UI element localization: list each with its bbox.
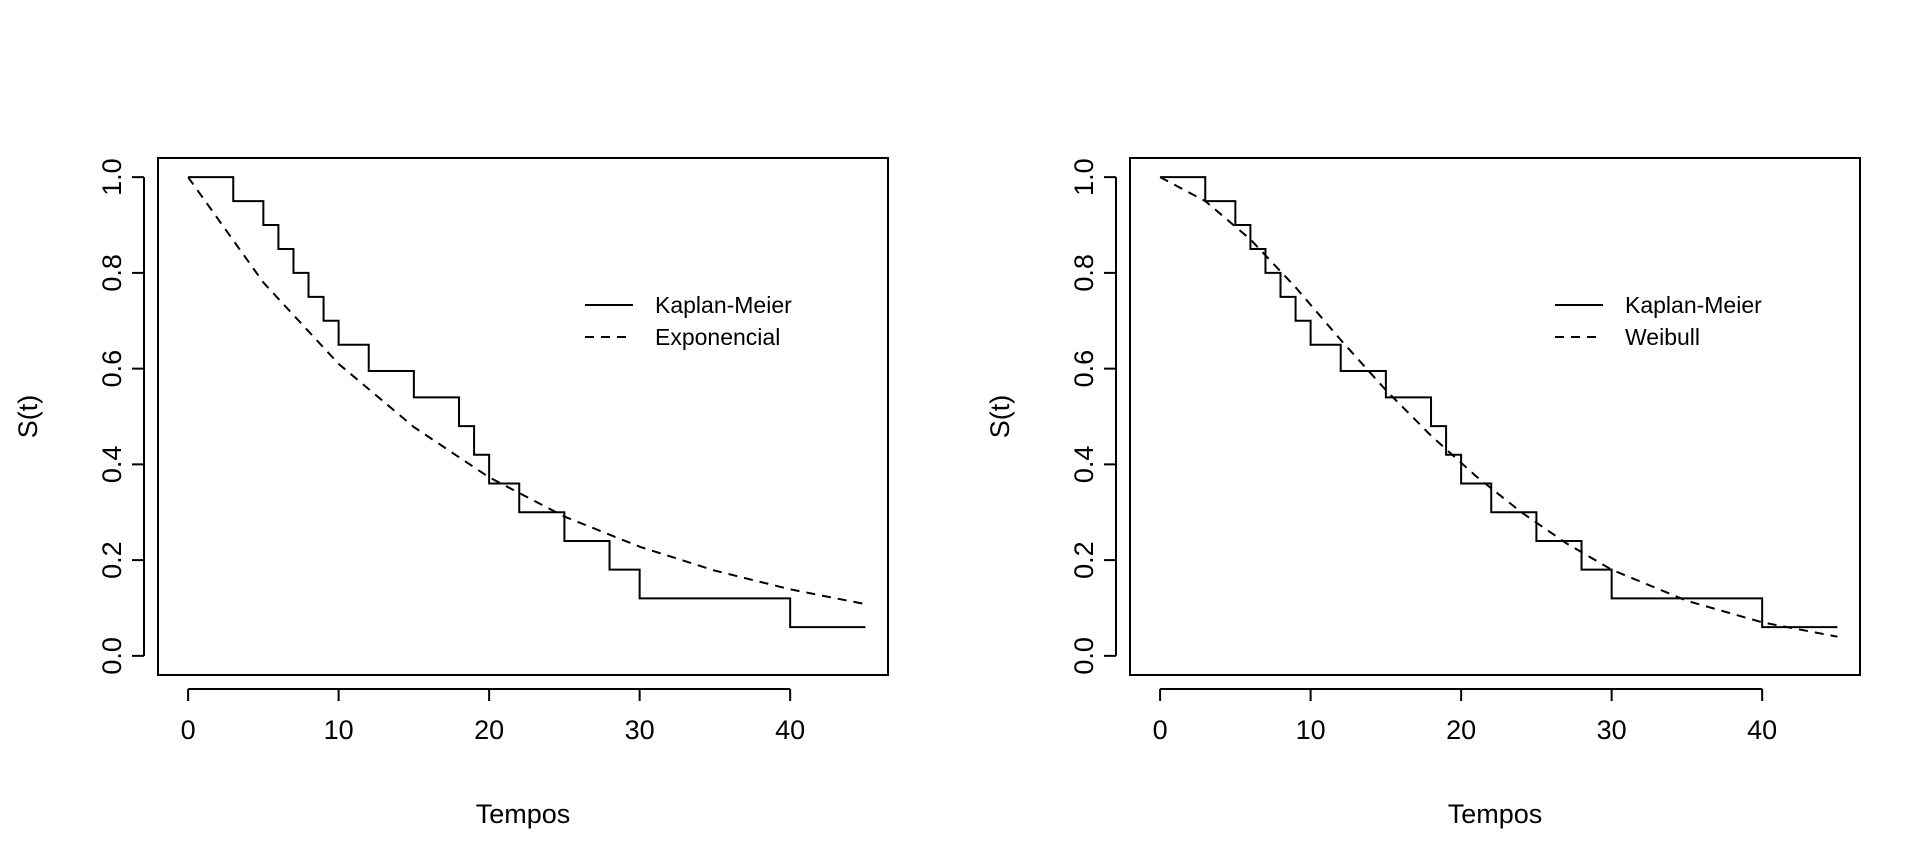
- x-tick-label: 40: [1747, 715, 1777, 745]
- x-tick-label: 0: [181, 715, 196, 745]
- y-tick-label: 1.0: [1069, 158, 1099, 196]
- y-tick-label: 0.6: [1069, 350, 1099, 388]
- y-tick-label: 1.0: [97, 158, 127, 196]
- y-tick-label: 0.4: [1069, 446, 1099, 484]
- x-tick-label: 0: [1153, 715, 1168, 745]
- x-axis-title: Tempos: [476, 799, 571, 829]
- y-tick-label: 0.2: [97, 541, 127, 579]
- y-tick-label: 0.8: [97, 254, 127, 292]
- y-axis-title: S(t): [985, 395, 1015, 439]
- legend-label: Exponencial: [655, 324, 780, 350]
- x-tick-label: 20: [1446, 715, 1476, 745]
- y-tick-label: 0.8: [1069, 254, 1099, 292]
- y-tick-label: 0.2: [1069, 541, 1099, 579]
- y-tick-label: 0.0: [97, 637, 127, 675]
- series-line-exponencial: [187, 176, 866, 606]
- y-axis-title: S(t): [13, 395, 43, 439]
- series-line-kaplan-meier: [1160, 176, 1838, 629]
- legend-label: Weibull: [1625, 324, 1700, 350]
- x-tick-label: 10: [1296, 715, 1326, 745]
- x-axis-title: Tempos: [1448, 799, 1543, 829]
- legend-label: Kaplan-Meier: [1625, 292, 1762, 318]
- x-tick-label: 10: [324, 715, 354, 745]
- panel-left: 0 10 20 30 40 0.0 0.2 0.4 0.6 0.8 1.0 Tempos S(t) Kap…: [13, 157, 889, 829]
- plot-frame: [1129, 157, 1861, 676]
- x-tick-label: 40: [775, 715, 805, 745]
- y-tick-label: 0.0: [1069, 637, 1099, 675]
- y-tick-label: 0.6: [97, 350, 127, 388]
- series-line-weibull: [1159, 176, 1838, 638]
- x-tick-label: 30: [1597, 715, 1627, 745]
- series-line-kaplan-meier: [188, 176, 866, 629]
- y-tick-label: 0.4: [97, 446, 127, 484]
- plot-frame: [157, 157, 889, 676]
- x-tick-label: 30: [625, 715, 655, 745]
- panel-right: 0 10 20 30 40 0.0 0.2 0.4 0.6 0.8 1.0 Tempos S(t) Kap…: [985, 157, 1861, 829]
- x-tick-label: 20: [474, 715, 504, 745]
- legend-label: Kaplan-Meier: [655, 292, 792, 318]
